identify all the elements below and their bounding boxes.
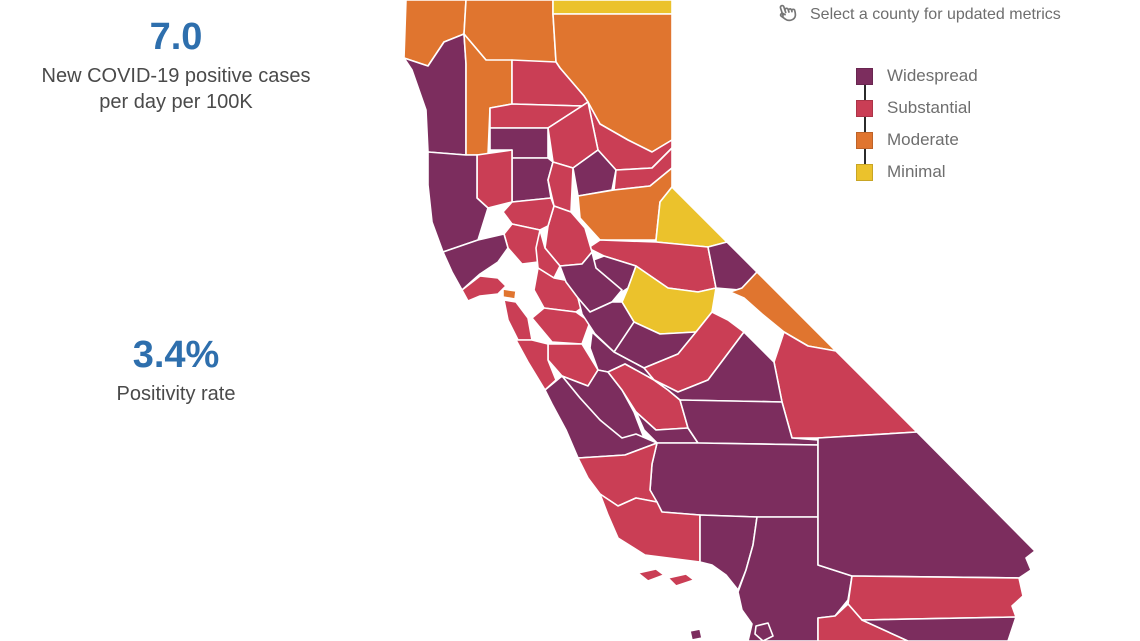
county-mendocino[interactable] bbox=[427, 151, 489, 253]
county-santa-rosa-island[interactable] bbox=[637, 568, 665, 582]
tier-legend-items: Widespread Substantial Moderate Minimal bbox=[856, 60, 978, 188]
stat-cases-value: 7.0 bbox=[149, 16, 203, 58]
legend-item-substantial[interactable]: Substantial bbox=[856, 92, 978, 124]
county-napa[interactable] bbox=[503, 223, 541, 265]
county-santa-catalina-island[interactable] bbox=[754, 622, 774, 641]
legend-item-minimal[interactable]: Minimal bbox=[856, 156, 978, 188]
county-san-francisco[interactable] bbox=[502, 288, 517, 300]
stat-cases-label: New COVID-19 positive cases per day per … bbox=[41, 64, 311, 113]
legend-item-widespread[interactable]: Widespread bbox=[856, 60, 978, 92]
county-stanislaus[interactable] bbox=[577, 297, 635, 353]
county-el-dorado[interactable] bbox=[655, 186, 728, 248]
county-inyo[interactable] bbox=[773, 331, 918, 439]
county-riverside[interactable] bbox=[847, 575, 1024, 621]
legend-rail bbox=[863, 76, 866, 172]
county-san-bernardino[interactable] bbox=[817, 431, 1036, 579]
tier-legend: Widespread Substantial Moderate Minimal bbox=[856, 60, 978, 188]
county-sonoma[interactable] bbox=[442, 233, 509, 291]
stat-positivity: 3.4% Positivity rate bbox=[26, 334, 326, 407]
legend-label-substantial: Substantial bbox=[887, 98, 972, 117]
legend-swatch-widespread bbox=[856, 67, 873, 85]
legend-swatch-moderate bbox=[856, 131, 873, 149]
county-santa-cruz[interactable] bbox=[515, 339, 557, 391]
select-county-hint-text: Select a county for updated metrics bbox=[810, 5, 1061, 23]
county-yuba[interactable] bbox=[572, 149, 617, 197]
county-lake[interactable] bbox=[476, 149, 513, 209]
county-colusa[interactable] bbox=[511, 157, 554, 203]
county-modoc[interactable] bbox=[552, 0, 673, 15]
hand-pointer-icon bbox=[779, 4, 797, 22]
stat-cases: 7.0 New COVID-19 positive cases per day … bbox=[26, 16, 326, 115]
county-santa-cruz-island[interactable] bbox=[667, 573, 695, 587]
county-kern[interactable] bbox=[649, 442, 819, 518]
legend-swatch-substantial bbox=[856, 99, 873, 117]
county-marin[interactable] bbox=[461, 275, 507, 302]
county-san-joaquin[interactable] bbox=[559, 251, 623, 313]
county-san-diego[interactable] bbox=[861, 616, 1017, 641]
county-san-nicolas-island[interactable] bbox=[689, 628, 703, 641]
stat-positivity-label: Positivity rate bbox=[116, 382, 236, 405]
county-monterey[interactable] bbox=[544, 375, 658, 459]
county-fresno[interactable] bbox=[653, 331, 783, 403]
county-san-mateo[interactable] bbox=[503, 299, 533, 341]
select-county-hint: Select a county for updated metrics bbox=[772, 1, 1061, 28]
stat-positivity-value: 3.4% bbox=[132, 334, 220, 376]
legend-item-moderate[interactable]: Moderate bbox=[856, 124, 978, 156]
legend-label-minimal: Minimal bbox=[887, 162, 946, 181]
legend-swatch-minimal bbox=[856, 163, 873, 181]
legend-label-moderate: Moderate bbox=[887, 130, 959, 149]
legend-label-widespread: Widespread bbox=[887, 66, 978, 85]
